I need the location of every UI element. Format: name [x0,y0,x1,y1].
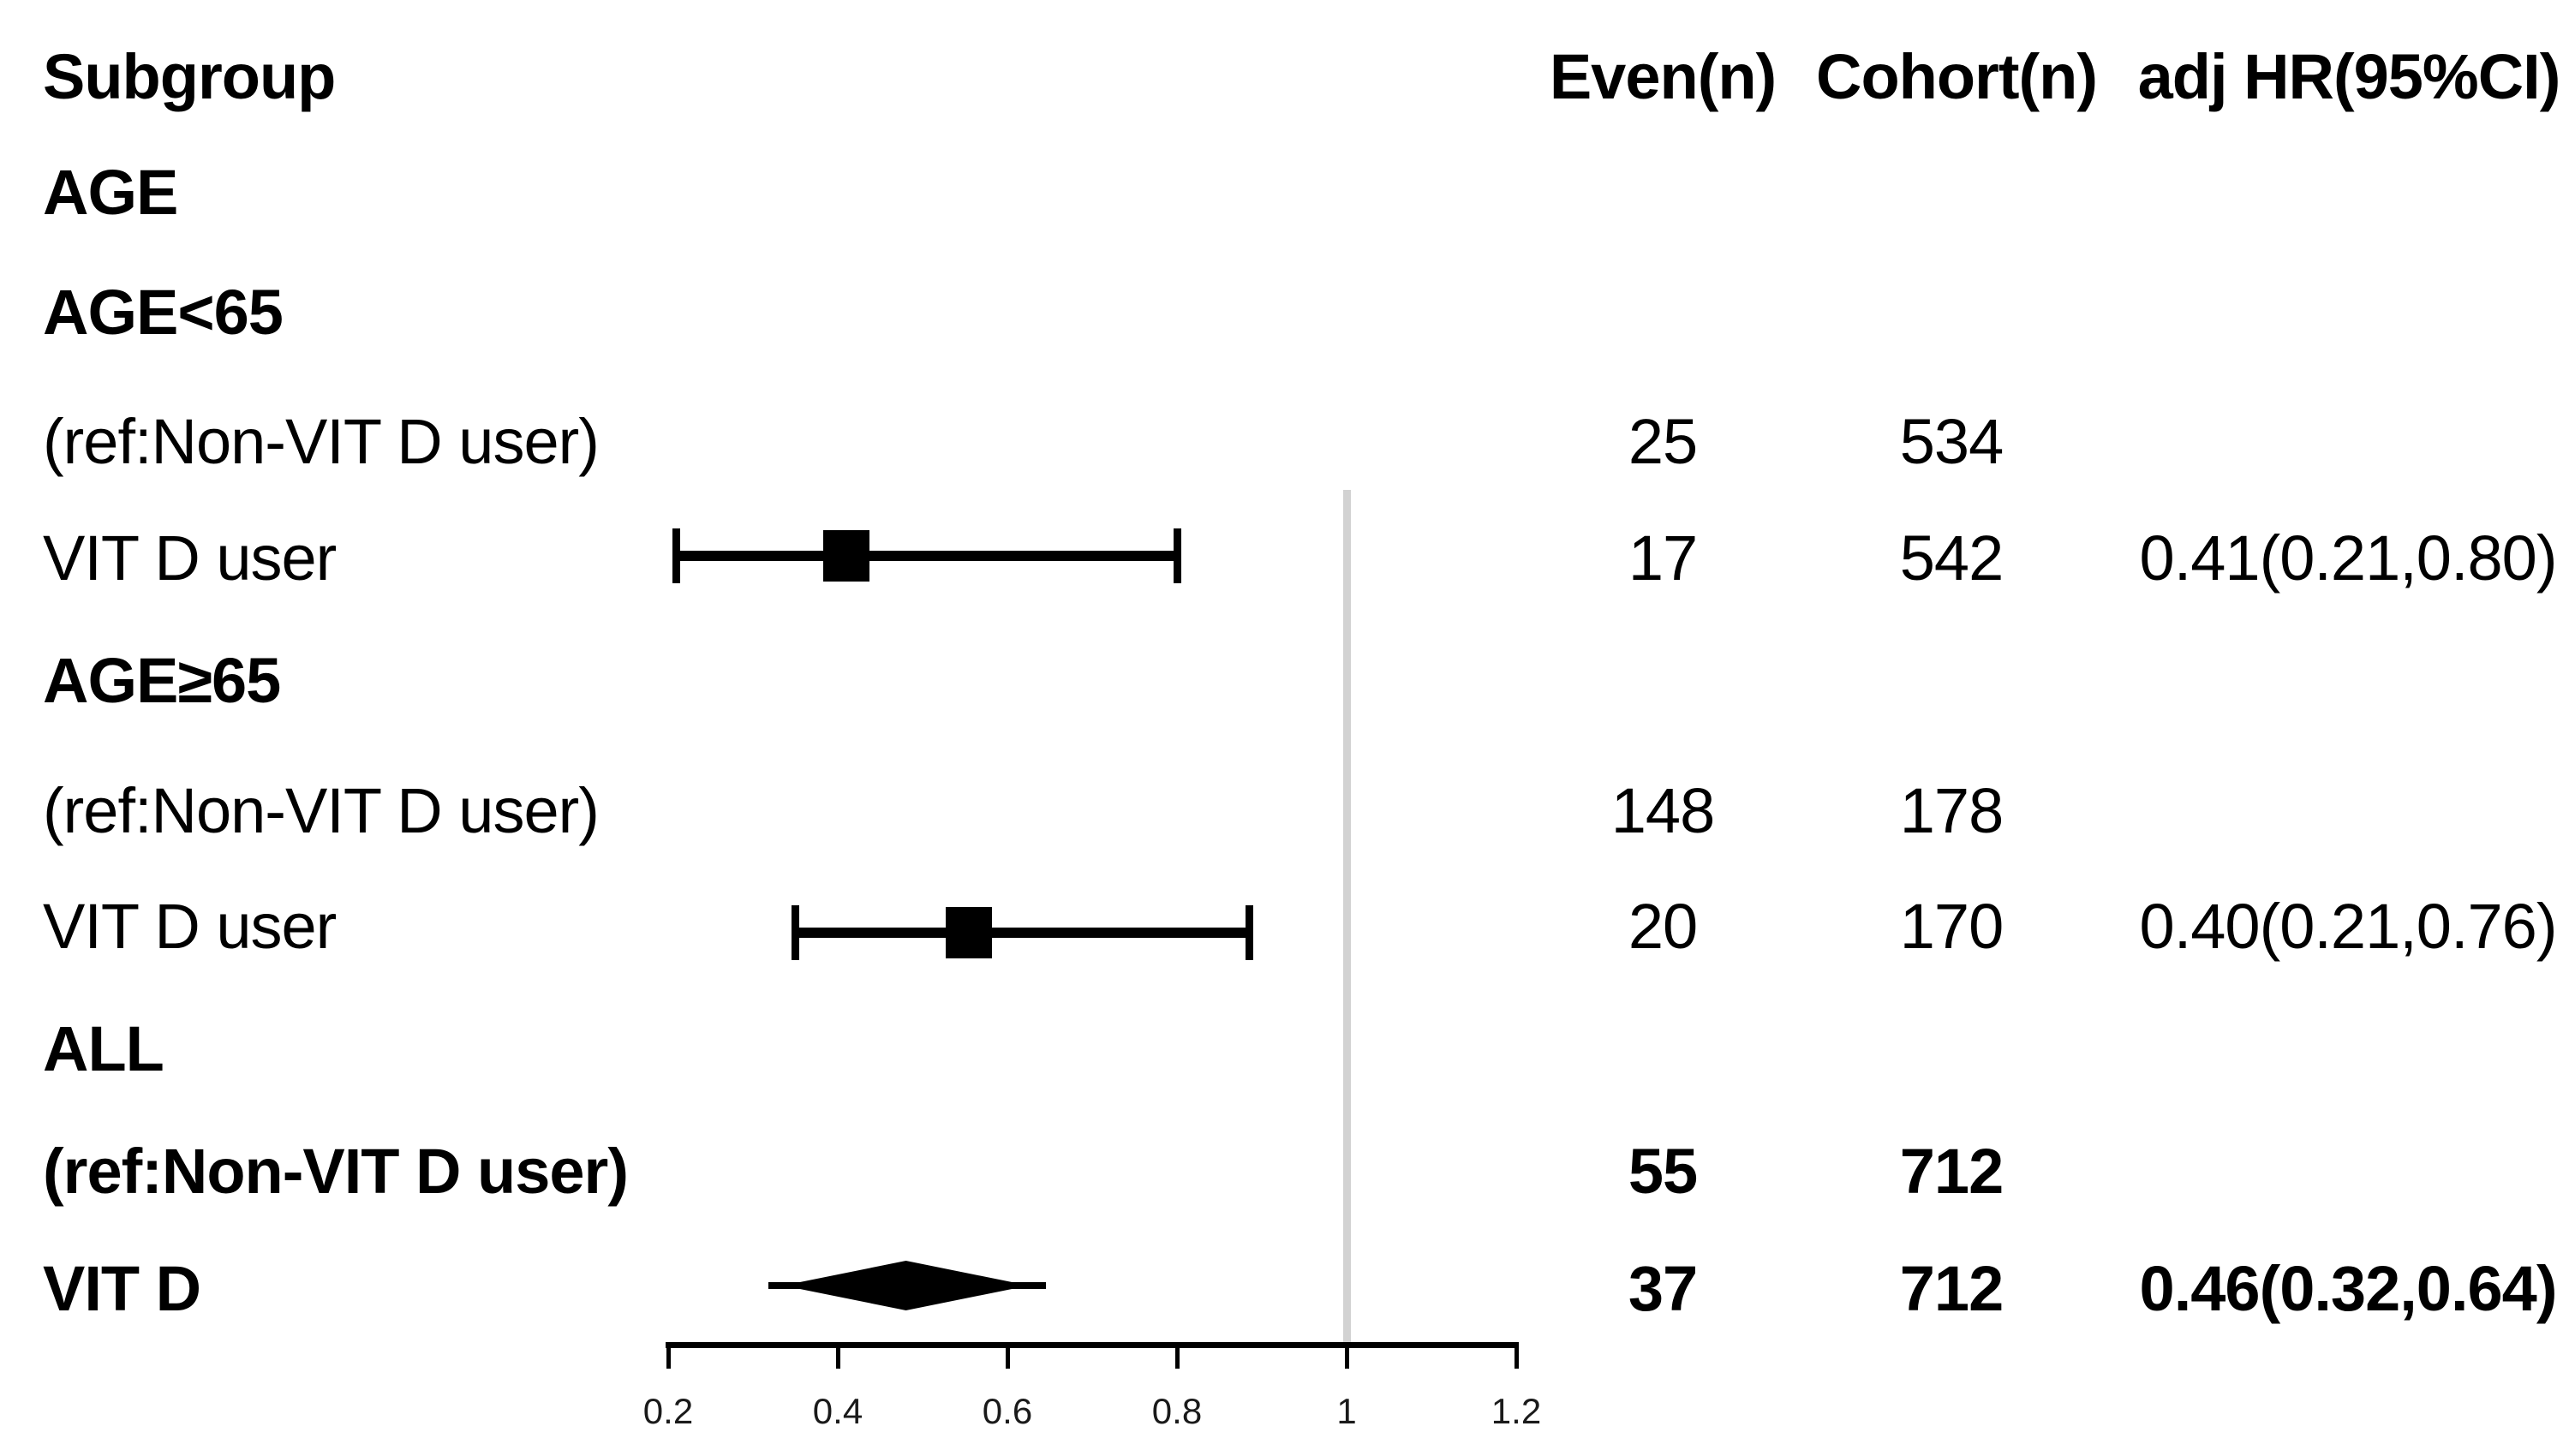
even-cell: 20 [1628,891,1698,962]
hr-cell: 0.46(0.32,0.64) [2139,1253,2558,1324]
cohort-cell: 170 [1899,891,2004,962]
x-axis-tick-label: 0.4 [812,1391,863,1431]
cohort-cell: 712 [1899,1253,2004,1324]
even-cell: 37 [1628,1253,1698,1324]
cohort-cell: 542 [1899,522,2004,594]
even-cell: 55 [1628,1136,1698,1207]
row-label: AGE≥65 [43,645,281,716]
column-header-cohort-n: Cohort(n) [1816,41,2098,112]
row-label: ALL [43,1013,164,1084]
row-label: (ref:Non-VIT D user) [43,406,600,477]
summary-diamond [782,1261,1029,1310]
point-estimate-square [822,530,869,582]
x-axis-tick-label: 0.6 [982,1391,1033,1431]
x-axis-tick [1174,1345,1180,1369]
row-label: VIT D [43,1253,201,1324]
ci-cap-right [1245,905,1253,960]
row-label: (ref:Non-VIT D user) [43,775,600,846]
x-axis-tick-label: 1 [1336,1391,1357,1431]
ci-bar [676,551,1177,561]
column-header-subgroup: Subgroup [43,41,336,112]
even-cell: 148 [1610,775,1715,846]
x-axis-tick-label: 0.2 [642,1391,694,1431]
x-axis-tick [1005,1345,1010,1369]
row-label: VIT D user [43,522,337,594]
row-label: AGE [43,157,178,228]
row-label: AGE<65 [43,277,284,348]
ci-cap-right [1173,528,1181,583]
even-cell: 17 [1628,522,1698,594]
x-axis-tick-label: 1.2 [1491,1391,1542,1431]
x-axis-tick [666,1345,671,1369]
hr-cell: 0.40(0.21,0.76) [2139,891,2558,962]
cohort-cell: 534 [1899,406,2004,477]
x-axis-tick [1514,1345,1519,1369]
hr-cell: 0.41(0.21,0.80) [2139,522,2558,594]
cohort-cell: 712 [1899,1136,2004,1207]
cohort-cell: 178 [1899,775,2004,846]
point-estimate-square [946,907,993,958]
reference-line-hr1 [1342,490,1351,1345]
x-axis-line [666,1342,1519,1348]
ci-bar [795,928,1250,938]
x-axis-tick [835,1345,840,1369]
column-header-even-n: Even(n) [1549,41,1777,112]
x-axis-tick-label: 0.8 [1151,1391,1203,1431]
row-label: VIT D user [43,891,337,962]
column-header-adj-hr: adj HR(95%CI) [2137,41,2561,112]
ci-cap-left [672,528,681,583]
even-cell: 25 [1628,406,1698,477]
x-axis-tick [1344,1345,1349,1369]
ci-cap-left [792,905,799,960]
row-label: (ref:Non-VIT D user) [43,1136,629,1207]
